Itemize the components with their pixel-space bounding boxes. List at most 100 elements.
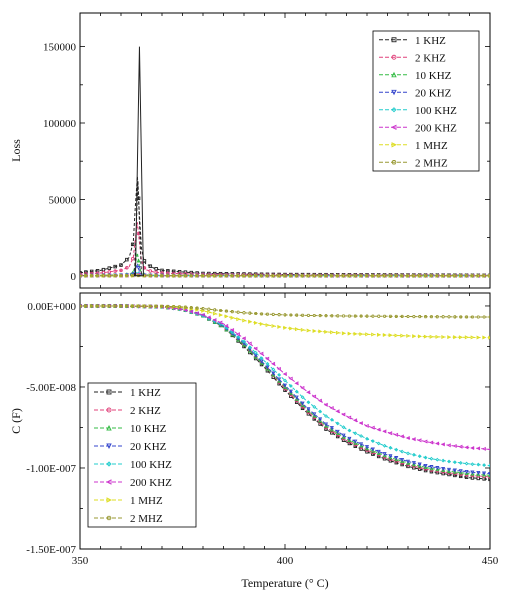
data-point — [155, 267, 158, 270]
data-point — [395, 334, 398, 337]
data-point — [454, 445, 457, 448]
series-line-1-mhz — [80, 306, 490, 338]
data-point — [360, 333, 363, 336]
legend-label: 20 KHZ — [415, 87, 452, 99]
data-point — [436, 458, 439, 461]
data-point — [284, 379, 287, 382]
legend-label: 10 KHZ — [415, 70, 452, 82]
data-point — [424, 335, 427, 338]
data-point — [108, 305, 111, 307]
data-point — [243, 312, 246, 314]
data-point — [383, 315, 386, 317]
data-point — [372, 315, 375, 317]
data-point — [360, 435, 363, 438]
legend-label: 20 KHZ — [130, 441, 167, 453]
data-point — [301, 329, 304, 332]
capacitance-x-axis-label: Temperature (° C) — [241, 576, 328, 590]
loss-y-tick-label: 100000 — [43, 118, 77, 130]
data-point — [401, 450, 404, 453]
data-point — [436, 336, 439, 339]
series-markers-1-mhz — [79, 305, 492, 339]
loss-panel: 0 50000 100000 150000 Loss 1 KHZ 2 KHZ 10 KHZ 20… — [9, 13, 491, 288]
data-point — [401, 435, 404, 438]
loss-y-tick-label: 0 — [71, 271, 77, 283]
capacitance-y-tick-label: 0.00E+000 — [27, 301, 76, 313]
legend-label: 100 KHZ — [415, 105, 457, 117]
data-point — [325, 415, 328, 418]
data-point — [237, 318, 240, 321]
data-point — [342, 315, 345, 317]
data-point — [407, 452, 410, 455]
data-point — [325, 331, 328, 334]
legend-label: 1 KHZ — [415, 35, 446, 47]
legend-label: 200 KHZ — [130, 477, 172, 489]
data-point — [319, 399, 322, 402]
data-point — [149, 270, 152, 273]
data-point — [377, 442, 380, 445]
data-point — [448, 316, 451, 318]
data-point — [102, 268, 105, 271]
data-point — [108, 267, 111, 270]
data-point — [260, 352, 263, 355]
data-point — [465, 336, 468, 339]
peak-line-1-khz — [135, 47, 143, 276]
data-point — [202, 307, 205, 309]
data-point — [342, 426, 345, 429]
data-point — [331, 331, 334, 334]
data-point — [377, 315, 380, 317]
data-point — [237, 311, 240, 313]
data-point — [290, 327, 293, 330]
data-point — [407, 315, 410, 317]
data-point — [301, 396, 304, 399]
data-point — [459, 445, 462, 448]
data-point — [272, 313, 275, 315]
data-point — [401, 334, 404, 337]
data-point — [266, 324, 269, 327]
data-point — [483, 316, 486, 318]
legend-label: 1 KHZ — [130, 387, 161, 399]
legend-label: 200 KHZ — [415, 122, 457, 134]
loss-y-tick-label: 50000 — [49, 194, 77, 206]
data-point — [430, 336, 433, 339]
data-point — [336, 315, 339, 317]
data-point — [424, 440, 427, 443]
loss-legend: 1 KHZ 2 KHZ 10 KHZ 20 KHZ 100 KHZ 200 KHZ 1 MH… — [373, 31, 479, 171]
capacitance-x-tick-label: 350 — [72, 555, 89, 567]
capacitance-y-axis-label: C (F) — [9, 408, 23, 434]
data-point — [459, 336, 462, 339]
legend-label: 2 MHZ — [130, 513, 163, 525]
legend-label: 1 MHZ — [415, 140, 448, 152]
data-point — [477, 316, 480, 318]
capacitance-y-tick-label: -5.00E-008 — [26, 382, 76, 394]
capacitance-y-tick-label: -1.50E-007 — [26, 544, 76, 556]
data-point — [372, 426, 375, 429]
data-point — [430, 457, 433, 460]
data-point — [395, 434, 398, 437]
legend-label: 1 MHZ — [130, 495, 163, 507]
data-point — [413, 315, 416, 317]
data-point — [278, 314, 281, 316]
data-point — [313, 314, 316, 316]
data-point — [471, 463, 474, 466]
data-point — [471, 336, 474, 339]
data-point — [430, 441, 433, 444]
data-point — [260, 323, 263, 326]
data-point — [254, 351, 257, 354]
data-point — [208, 311, 211, 314]
loss-y-tick-label: 150000 — [43, 42, 77, 54]
data-point — [131, 257, 134, 260]
loss-y-axis-label: Loss — [9, 139, 23, 162]
data-point — [465, 462, 468, 465]
data-point — [348, 315, 351, 317]
legend-label: 100 KHZ — [130, 459, 172, 471]
capacitance-y-tick-label: -1.00E-007 — [26, 463, 76, 475]
legend-label: 2 KHZ — [415, 52, 446, 64]
data-point — [213, 309, 216, 311]
data-point — [366, 333, 369, 336]
data-point — [102, 275, 105, 277]
series-line-2-mhz — [80, 306, 490, 317]
legend-label: 2 KHZ — [130, 405, 161, 417]
legend-label: 2 MHZ — [415, 157, 448, 169]
